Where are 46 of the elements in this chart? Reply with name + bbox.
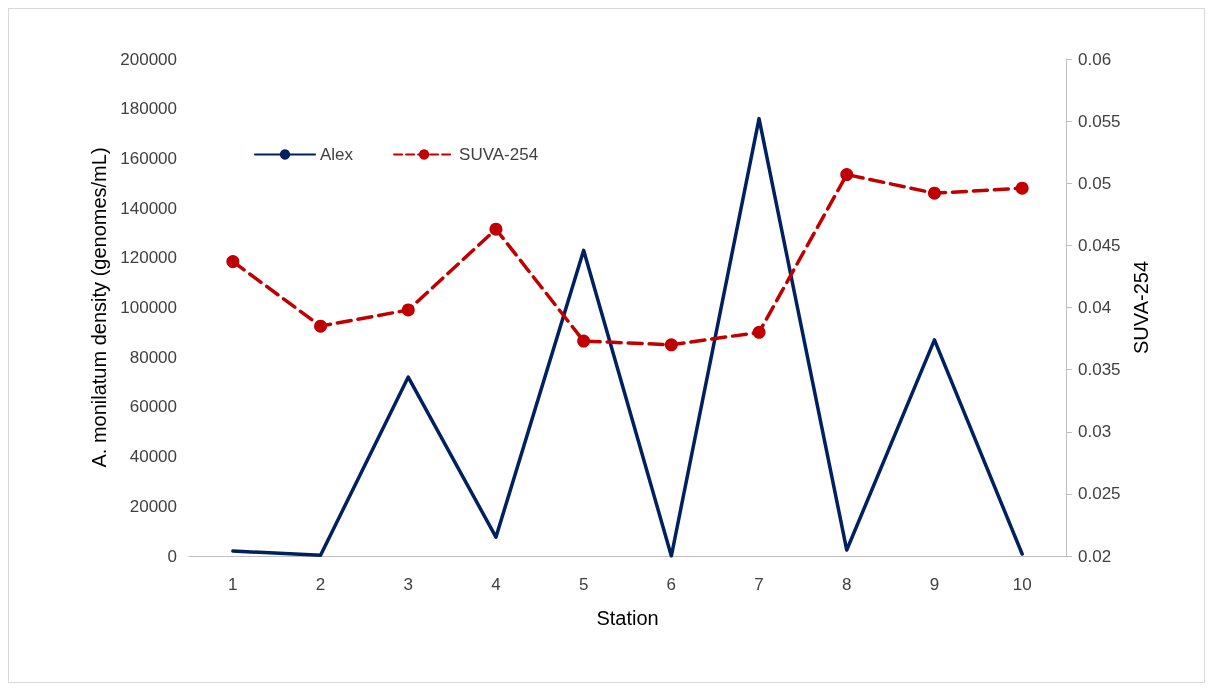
y-tick-label: 200000 xyxy=(120,49,177,69)
line-series xyxy=(231,116,1024,558)
y2-axis-title: SUVA-254 xyxy=(1130,260,1153,355)
point xyxy=(226,255,240,269)
x-tick-label: 10 xyxy=(1012,575,1032,594)
y2-tick-label: 0.03 xyxy=(1078,422,1112,442)
x-tick-label: 1 xyxy=(228,575,238,594)
y-tick-label: 60000 xyxy=(129,397,177,417)
y-tick-label: 40000 xyxy=(129,447,177,467)
y2-tick-label: 0.04 xyxy=(1078,298,1112,317)
y-tick-label: 0 xyxy=(167,546,177,566)
x-tick-label: 4 xyxy=(491,575,501,594)
point xyxy=(577,334,591,348)
x-tick-label: 6 xyxy=(666,575,677,594)
x-axis-title: Station xyxy=(596,607,659,629)
x-tick-label: 3 xyxy=(403,575,413,594)
y-tick-label: 20000 xyxy=(129,496,177,516)
point xyxy=(664,338,678,352)
point xyxy=(927,186,941,200)
y2-tick-label: 0.06 xyxy=(1078,49,1112,69)
x-tick-label: 7 xyxy=(754,575,764,594)
y-tick-label: 80000 xyxy=(129,347,177,367)
y-tick-label: 100000 xyxy=(120,298,177,317)
y-tick-label: 160000 xyxy=(120,148,177,168)
legend-label: Alex xyxy=(320,145,354,164)
point xyxy=(1015,181,1029,195)
y2-tick-label: 0.02 xyxy=(1078,546,1112,566)
y-axis-title: A. monilatum density (genomes/mL) xyxy=(88,147,110,468)
y-tick-label: 180000 xyxy=(120,99,177,119)
point xyxy=(840,168,854,182)
point xyxy=(752,325,766,339)
x-tick-label: 5 xyxy=(578,575,589,594)
x-tick-label: 9 xyxy=(929,575,940,594)
point xyxy=(401,303,415,317)
point xyxy=(314,319,328,333)
x-tick-label: 2 xyxy=(315,575,326,594)
y2-tick-label: 0.045 xyxy=(1078,235,1121,255)
point xyxy=(489,222,503,236)
y2-tick-label: 0.055 xyxy=(1078,111,1121,131)
x-tick-label: 8 xyxy=(842,575,852,594)
y-tick-label: 120000 xyxy=(120,248,177,268)
y2-tick-label: 0.05 xyxy=(1078,173,1112,193)
y2-tick-label: 0.025 xyxy=(1078,484,1121,504)
y-tick-label: 140000 xyxy=(120,198,177,218)
y2-tick-label: 0.035 xyxy=(1078,360,1121,380)
legend-label: SUVA-254 xyxy=(459,145,539,164)
